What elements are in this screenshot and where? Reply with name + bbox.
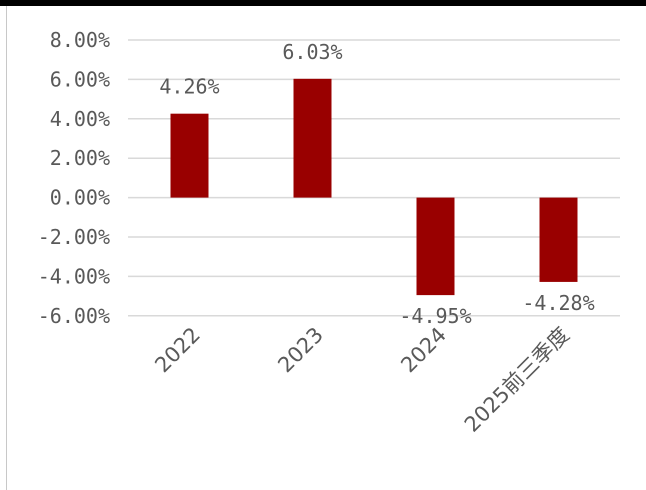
y-tick-label: -6.00% (38, 304, 110, 328)
bar (539, 197, 578, 282)
y-tick-label: 0.00% (50, 186, 110, 210)
x-tick-label: 2024 (396, 323, 451, 378)
y-tick-label: 2.00% (50, 146, 110, 170)
bar (416, 197, 455, 296)
y-tick-label: 6.00% (50, 67, 110, 91)
x-tick-label: 2022 (150, 323, 205, 378)
y-tick-label: 8.00% (50, 28, 110, 52)
data-label: -4.95% (399, 304, 471, 328)
x-tick-label: 2023 (273, 323, 328, 378)
y-axis-ticks: 8.00% 6.00% 4.00% 2.00% 0.00% -2.00% -4.00% -6.… (38, 28, 110, 328)
data-labels: 4.26% 6.03% -4.95% -4.28% (159, 40, 594, 328)
data-label: -4.28% (522, 291, 594, 315)
top-border (0, 0, 646, 6)
y-tick-label: -2.00% (38, 225, 110, 249)
bar (170, 113, 209, 198)
data-label: 6.03% (282, 40, 342, 64)
y-tick-label: -4.00% (38, 264, 110, 288)
left-border (6, 6, 7, 490)
bars (170, 78, 578, 296)
x-axis-ticks: 2022 2023 2024 2025前三季度 (150, 323, 574, 437)
data-label: 4.26% (159, 75, 219, 99)
gridlines (128, 39, 620, 317)
x-tick-label: 2025前三季度 (460, 323, 574, 437)
y-tick-label: 4.00% (50, 107, 110, 131)
bar (293, 78, 332, 198)
